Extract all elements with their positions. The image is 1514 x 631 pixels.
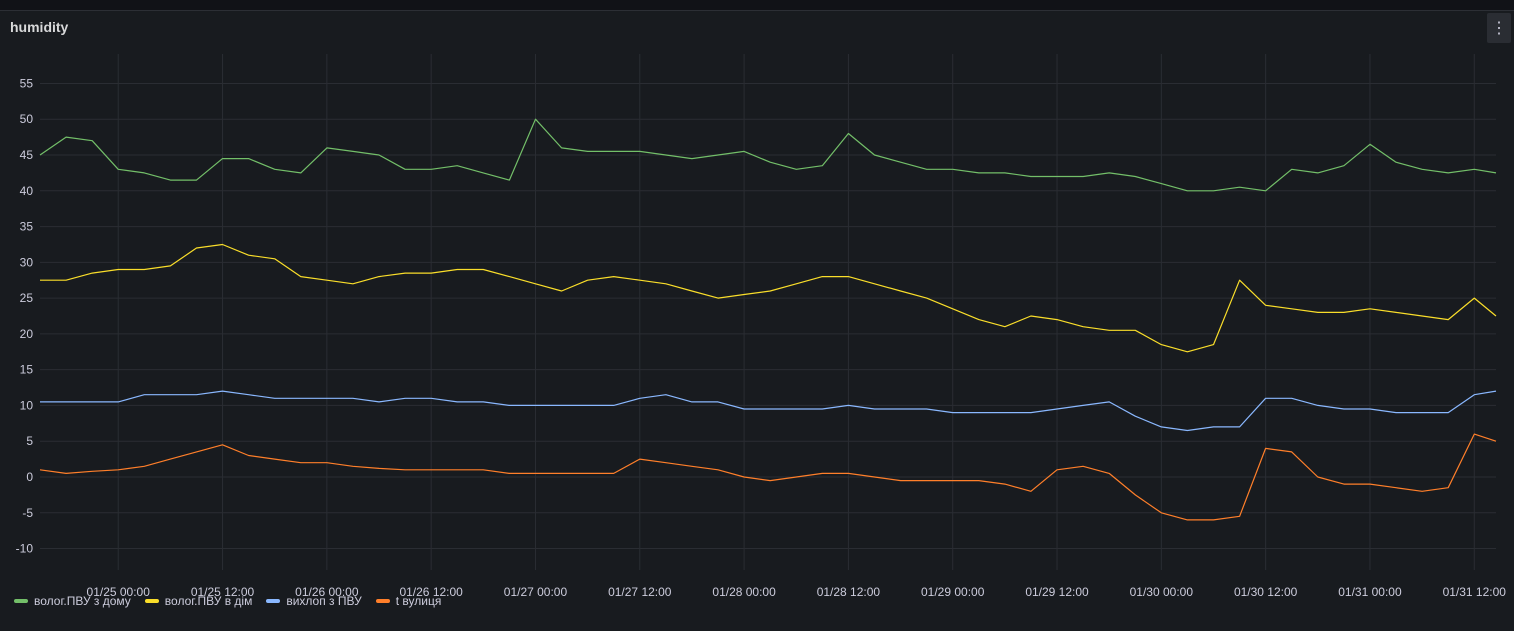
more-vertical-icon[interactable]: ⋮ (1487, 13, 1511, 43)
y-tick-label: 20 (20, 327, 34, 341)
legend-label: вихлоп з ПВУ (286, 594, 362, 608)
legend-item-1[interactable]: волог.ПВУ з дому (14, 594, 131, 608)
x-tick-label: 01/25 12:00 (191, 585, 255, 599)
chart-panel: humidity ⋮ (0, 10, 1514, 631)
series-line-2 (40, 243, 1497, 353)
y-tick-label: -5 (22, 506, 33, 520)
x-tick-label: 01/28 00:00 (712, 585, 776, 599)
y-tick-label: 5 (26, 434, 33, 448)
legend: волог.ПВУ з дому волог.ПВУ в дім вихлоп з … (14, 594, 441, 608)
x-tick-label: 01/27 00:00 (504, 585, 568, 599)
legend-swatch (266, 599, 281, 603)
panel-title: humidity (10, 19, 69, 35)
series-line-4 (39, 433, 1497, 521)
legend-swatch (144, 599, 159, 603)
x-tick-label: 01/27 12:00 (608, 585, 672, 599)
legend-label: волог.ПВУ в дім (164, 594, 253, 608)
y-tick-label: 10 (20, 398, 34, 412)
legend-item-2[interactable]: волог.ПВУ в дім (144, 594, 253, 608)
y-tick-label: 55 (20, 76, 34, 90)
x-tick-label: 01/31 00:00 (1338, 585, 1402, 599)
legend-swatch (375, 599, 390, 603)
legend-item-3[interactable]: вихлоп з ПВУ (266, 594, 362, 608)
y-tick-label: 45 (20, 148, 34, 162)
x-tick-label: 01/30 12:00 (1234, 585, 1298, 599)
y-tick-label: 50 (20, 112, 34, 126)
x-tick-label: 01/29 00:00 (921, 585, 985, 599)
x-tick-label: 01/29 12:00 (1025, 585, 1089, 599)
x-tick-label: 01/31 12:00 (1443, 585, 1507, 599)
legend-swatch (14, 599, 28, 603)
y-tick-label: 30 (20, 255, 34, 269)
legend-item-4[interactable]: t вулиця (375, 594, 442, 608)
y-tick-label: 0 (26, 470, 33, 484)
x-tick-label: 01/30 00:00 (1130, 585, 1194, 599)
series-line-3 (40, 390, 1497, 432)
legend-label: t вулиця (395, 594, 442, 608)
y-tick-label: 35 (20, 220, 34, 234)
y-tick-label: -10 (16, 542, 34, 556)
legend-label: волог.ПВУ з дому (34, 594, 131, 608)
y-tick-label: 15 (20, 363, 34, 377)
x-tick-label: 01/26 00:00 (295, 585, 359, 599)
x-tick-label: 01/25 00:00 (87, 585, 151, 599)
x-tick-label: 01/26 12:00 (399, 585, 463, 599)
y-tick-label: 25 (20, 291, 34, 305)
series-line-1 (39, 118, 1497, 192)
x-tick-label: 01/28 12:00 (817, 585, 881, 599)
y-tick-label: 40 (20, 184, 34, 198)
